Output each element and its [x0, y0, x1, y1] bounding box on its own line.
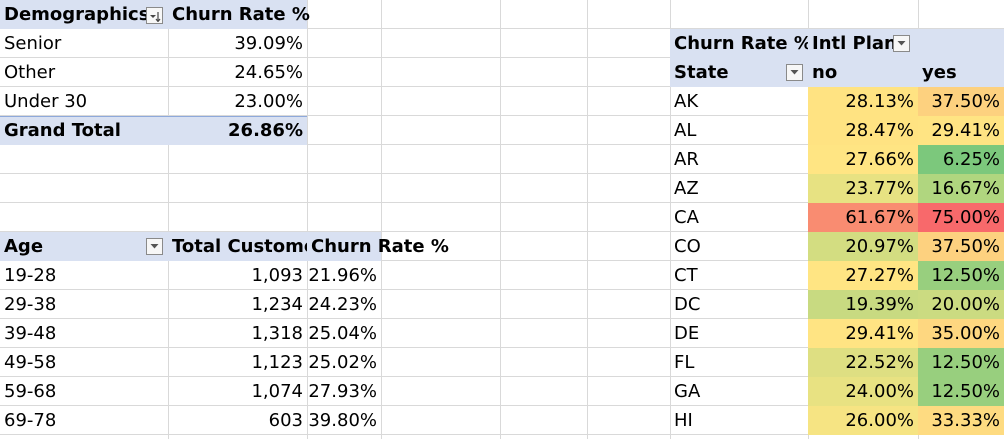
demographics-churn-rate-header: Churn Rate %: [168, 0, 310, 29]
state-row-label: HI: [674, 410, 693, 431]
column-gridline: [168, 0, 169, 439]
state-pivot-value-header: Churn Rate %: [670, 29, 812, 58]
row-gridline: [0, 115, 1004, 116]
row-gridline: [0, 347, 1004, 348]
row-gridline: [0, 57, 1004, 58]
churn-yes-plan-cell: 35.00%: [918, 319, 1004, 348]
churn-yes-plan-cell: 12.50%: [918, 377, 1004, 406]
churn-no-plan-cell: 28.47%: [808, 116, 918, 145]
grand-total-value: 26.86%: [168, 116, 307, 145]
dropdown-arrow-icon[interactable]: [786, 64, 803, 81]
churn-yes-plan-cell: 75.00%: [918, 203, 1004, 232]
total-customers-header: Total Custome: [168, 232, 316, 261]
churn-no-plan-cell: 19.39%: [808, 290, 918, 319]
intl-plan-no-header: no: [808, 58, 918, 87]
churn-yes-plan-cell: 12.50%: [918, 261, 1004, 290]
age-row-churn-rate: 25.04%: [308, 323, 377, 344]
churn-yes-plan-cell: 16.67%: [918, 174, 1004, 203]
churn-no-plan-cell: 61.67%: [808, 203, 918, 232]
row-gridline: [0, 86, 1004, 87]
age-row-label: 39-48: [4, 323, 57, 344]
age-row-total: 1,123: [251, 352, 303, 373]
age-row-label: 29-38: [4, 294, 57, 315]
churn-no-plan-cell: 29.41%: [808, 319, 918, 348]
state-row-label: AR: [674, 149, 699, 170]
age-churn-rate-header: Churn Rate %: [307, 232, 449, 261]
churn-no-plan-cell: 27.27%: [808, 261, 918, 290]
state-row-label: CT: [674, 265, 698, 286]
intl-plan-header: Intl Plan: [808, 29, 1004, 58]
row-gridline: [0, 405, 1004, 406]
demographics-row-value: 39.09%: [234, 33, 303, 54]
state-row-label: AZ: [674, 178, 699, 199]
state-row-label: GA: [674, 381, 701, 402]
age-row-total: 1,093: [251, 265, 303, 286]
row-gridline: [0, 318, 1004, 319]
column-gridline: [587, 0, 588, 439]
dropdown-arrow-icon[interactable]: [146, 238, 163, 255]
column-gridline: [381, 0, 382, 439]
state-row-label: DC: [674, 294, 701, 315]
row-gridline: [0, 202, 1004, 203]
grand-total-label: Grand Total: [0, 116, 168, 145]
demographics-row-label: Other: [4, 62, 56, 83]
churn-yes-plan-cell: 29.41%: [918, 116, 1004, 145]
state-row-label: FL: [674, 352, 695, 373]
age-row-total: 1,234: [251, 294, 303, 315]
churn-no-plan-cell: 27.66%: [808, 145, 918, 174]
demographics-row-label: Under 30: [4, 91, 88, 112]
state-row-label: DE: [674, 323, 700, 344]
grand-total-border: [0, 116, 307, 117]
demographics-row-value: 24.65%: [234, 62, 303, 83]
dropdown-arrow-icon[interactable]: [893, 35, 910, 52]
age-row-label: 69-78: [4, 410, 57, 431]
churn-yes-plan-cell: 37.50%: [918, 232, 1004, 261]
row-gridline: [0, 376, 1004, 377]
demographics-row-value: 23.00%: [234, 91, 303, 112]
churn-no-plan-cell: 24.00%: [808, 377, 918, 406]
column-gridline: [500, 0, 501, 439]
row-gridline: [0, 289, 1004, 290]
age-row-total: 1,074: [251, 381, 303, 402]
sort-filter-icon[interactable]: [146, 7, 163, 24]
age-row-label: 19-28: [4, 265, 57, 286]
age-row-churn-rate: 21.96%: [308, 265, 377, 286]
row-gridline: [0, 28, 1004, 29]
state-row-label: CO: [674, 236, 701, 257]
churn-no-plan-cell: 28.13%: [808, 87, 918, 116]
age-row-label: 59-68: [4, 381, 57, 402]
churn-no-plan-cell: 23.77%: [808, 174, 918, 203]
demographics-row-label: Senior: [4, 33, 62, 54]
state-row-label: AL: [674, 120, 697, 141]
age-header: Age: [0, 232, 168, 261]
demographics-header: Demographics: [0, 0, 168, 29]
age-row-total: 603: [268, 410, 303, 431]
churn-yes-plan-cell: 12.50%: [918, 348, 1004, 377]
churn-yes-plan-cell: 37.50%: [918, 87, 1004, 116]
age-row-churn-rate: 24.23%: [308, 294, 377, 315]
state-header: State: [670, 58, 808, 87]
state-row-label: CA: [674, 207, 699, 228]
churn-yes-plan-cell: 6.25%: [918, 145, 1004, 174]
row-gridline: [0, 144, 1004, 145]
state-row-label: AK: [674, 91, 699, 112]
churn-no-plan-cell: 26.00%: [808, 406, 918, 435]
row-gridline: [0, 260, 1004, 261]
age-row-churn-rate: 25.02%: [308, 352, 377, 373]
churn-no-plan-cell: 20.97%: [808, 232, 918, 261]
row-gridline: [0, 231, 1004, 232]
intl-plan-yes-header: yes: [918, 58, 1004, 87]
age-row-churn-rate: 27.93%: [308, 381, 377, 402]
age-row-churn-rate: 39.80%: [308, 410, 377, 431]
column-gridline: [307, 0, 308, 439]
churn-yes-plan-cell: 33.33%: [918, 406, 1004, 435]
age-row-label: 49-58: [4, 352, 57, 373]
row-gridline: [0, 434, 1004, 435]
row-gridline: [0, 173, 1004, 174]
column-gridline: [670, 0, 671, 439]
churn-no-plan-cell: 22.52%: [808, 348, 918, 377]
churn-yes-plan-cell: 20.00%: [918, 290, 1004, 319]
age-row-total: 1,318: [251, 323, 303, 344]
